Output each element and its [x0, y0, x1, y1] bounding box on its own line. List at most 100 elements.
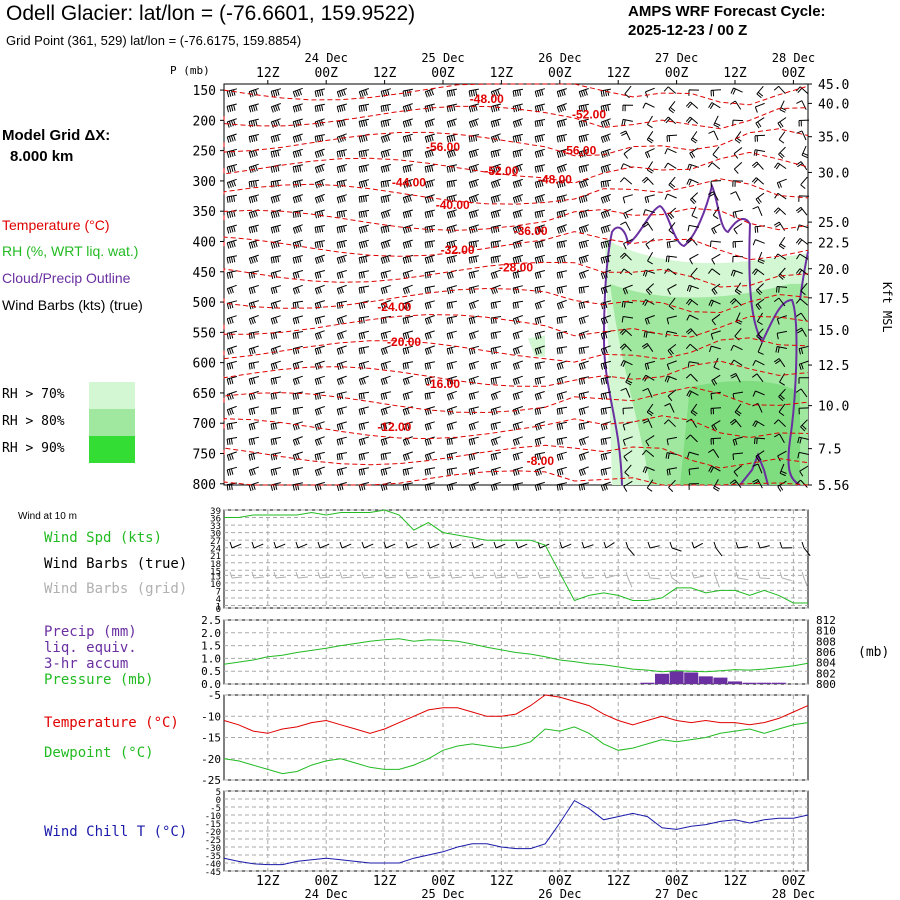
- wind-barb: [490, 300, 501, 309]
- wind-barb-grid: [449, 571, 463, 579]
- wind-barb: [468, 391, 480, 401]
- wind-barb: [292, 209, 304, 218]
- wind-barb: [292, 164, 304, 173]
- y-tick-label: -15: [201, 732, 221, 745]
- pressure-tick-label: 750: [193, 448, 216, 463]
- wind-barb: [734, 282, 742, 295]
- wind-barb: [534, 88, 546, 98]
- wind-barb: [667, 284, 677, 295]
- wind-barb-grid: [691, 571, 704, 579]
- wind-barb: [446, 103, 458, 113]
- wind-barb: [752, 463, 763, 474]
- wind-barb: [314, 103, 325, 113]
- wind-barb: [446, 300, 457, 309]
- wind-barb: [689, 253, 699, 265]
- y-tick-label: 15: [210, 567, 221, 577]
- wind-barb: [600, 315, 611, 325]
- y-tick-label: -5: [210, 804, 221, 814]
- wind-barb: [402, 209, 414, 219]
- wind-barb: [292, 467, 304, 476]
- wind-barb-true: [383, 541, 396, 549]
- wind-barb: [490, 255, 501, 264]
- wind-barb: [402, 361, 414, 370]
- wind-barb: [600, 269, 611, 280]
- pressure-tick-label: 650: [193, 387, 216, 402]
- wind-barb: [314, 284, 325, 295]
- wind-barb-grid: [757, 571, 771, 579]
- wind-barb: [490, 436, 501, 446]
- wind-barb: [270, 118, 281, 128]
- wind-barb: [512, 285, 523, 295]
- wind-barb: [248, 376, 260, 385]
- wind-barb: [754, 437, 766, 445]
- date-label-bottom: 24 Dec: [305, 887, 348, 900]
- y2-axis-label: (mb): [858, 645, 889, 660]
- wind-barb-true: [229, 541, 242, 549]
- wind-barb-true: [691, 541, 704, 549]
- wind-barb: [556, 406, 568, 415]
- wind-barb: [512, 133, 524, 143]
- wind-barb: [226, 405, 237, 416]
- wind-barb: [512, 482, 523, 491]
- wind-barb: [424, 240, 436, 249]
- wind-barb: [424, 421, 435, 431]
- wind-barb: [490, 466, 501, 476]
- wind-barb: [380, 103, 391, 113]
- wind-barb: [424, 209, 435, 219]
- y-tick-label: 21: [210, 552, 221, 562]
- wind-barb: [248, 209, 259, 219]
- wind-barb: [380, 179, 392, 188]
- wind-barb: [314, 270, 326, 279]
- wind-barb: [600, 481, 611, 492]
- model-grid-label: Model Grid ΔX:: [2, 127, 111, 144]
- wind-barb: [732, 180, 744, 187]
- wind-barb: [668, 100, 676, 114]
- time-tick-label-bottom: 00Z: [431, 874, 455, 889]
- wind-barb: [358, 421, 370, 431]
- wind-barb: [800, 282, 808, 296]
- wind-barb: [534, 224, 545, 234]
- wind-barb: [292, 315, 304, 325]
- y-tick-label: 18: [210, 560, 221, 570]
- wind-barb: [556, 103, 567, 113]
- wind-barb: [336, 149, 347, 158]
- wind-barb: [446, 148, 457, 159]
- wind-barb: [424, 148, 435, 158]
- kft-tick-label: 12.5: [818, 359, 849, 374]
- temperature-contour-label: -16.00: [426, 377, 460, 391]
- precip-bar: [640, 682, 655, 684]
- wind-barb: [556, 224, 567, 234]
- wind-barb: [248, 179, 260, 188]
- wind-barb: [668, 479, 676, 492]
- wind-barb: [490, 103, 502, 113]
- wind-barb: [798, 119, 810, 127]
- wind-barb: [578, 88, 589, 98]
- wind-barb: [534, 134, 546, 143]
- legend-3hr-accum: 3-hr accum: [44, 656, 128, 672]
- kft-tick-label: 7.5: [818, 443, 841, 458]
- wind-barb: [380, 133, 391, 144]
- wind-barb-grid: [405, 571, 419, 579]
- wind-barb: [512, 451, 523, 461]
- temperature-contour-label: -52.00: [572, 107, 606, 121]
- pressure-tick-label: 150: [193, 84, 216, 99]
- wind-barb: [646, 479, 654, 492]
- wind-barb: [578, 269, 589, 280]
- wind-barb: [578, 148, 589, 158]
- pressure-axis-label: P (mb): [170, 64, 210, 77]
- wind-barb-true: [669, 541, 682, 552]
- wind-barb: [468, 193, 479, 204]
- wind-barb-true: [735, 541, 748, 549]
- wind-barb: [468, 421, 479, 431]
- wind-barb: [796, 253, 809, 260]
- wind-barb: [424, 300, 435, 310]
- precip-bar: [684, 672, 699, 684]
- rh85-area: [680, 380, 800, 485]
- wind-barb: [690, 131, 698, 144]
- wind-barb: [380, 330, 392, 340]
- wind-barb: [756, 85, 764, 99]
- wind-barb: [380, 254, 391, 265]
- wind-barb: [402, 451, 413, 461]
- wind-barb: [578, 285, 590, 294]
- wind-barb: [685, 101, 699, 109]
